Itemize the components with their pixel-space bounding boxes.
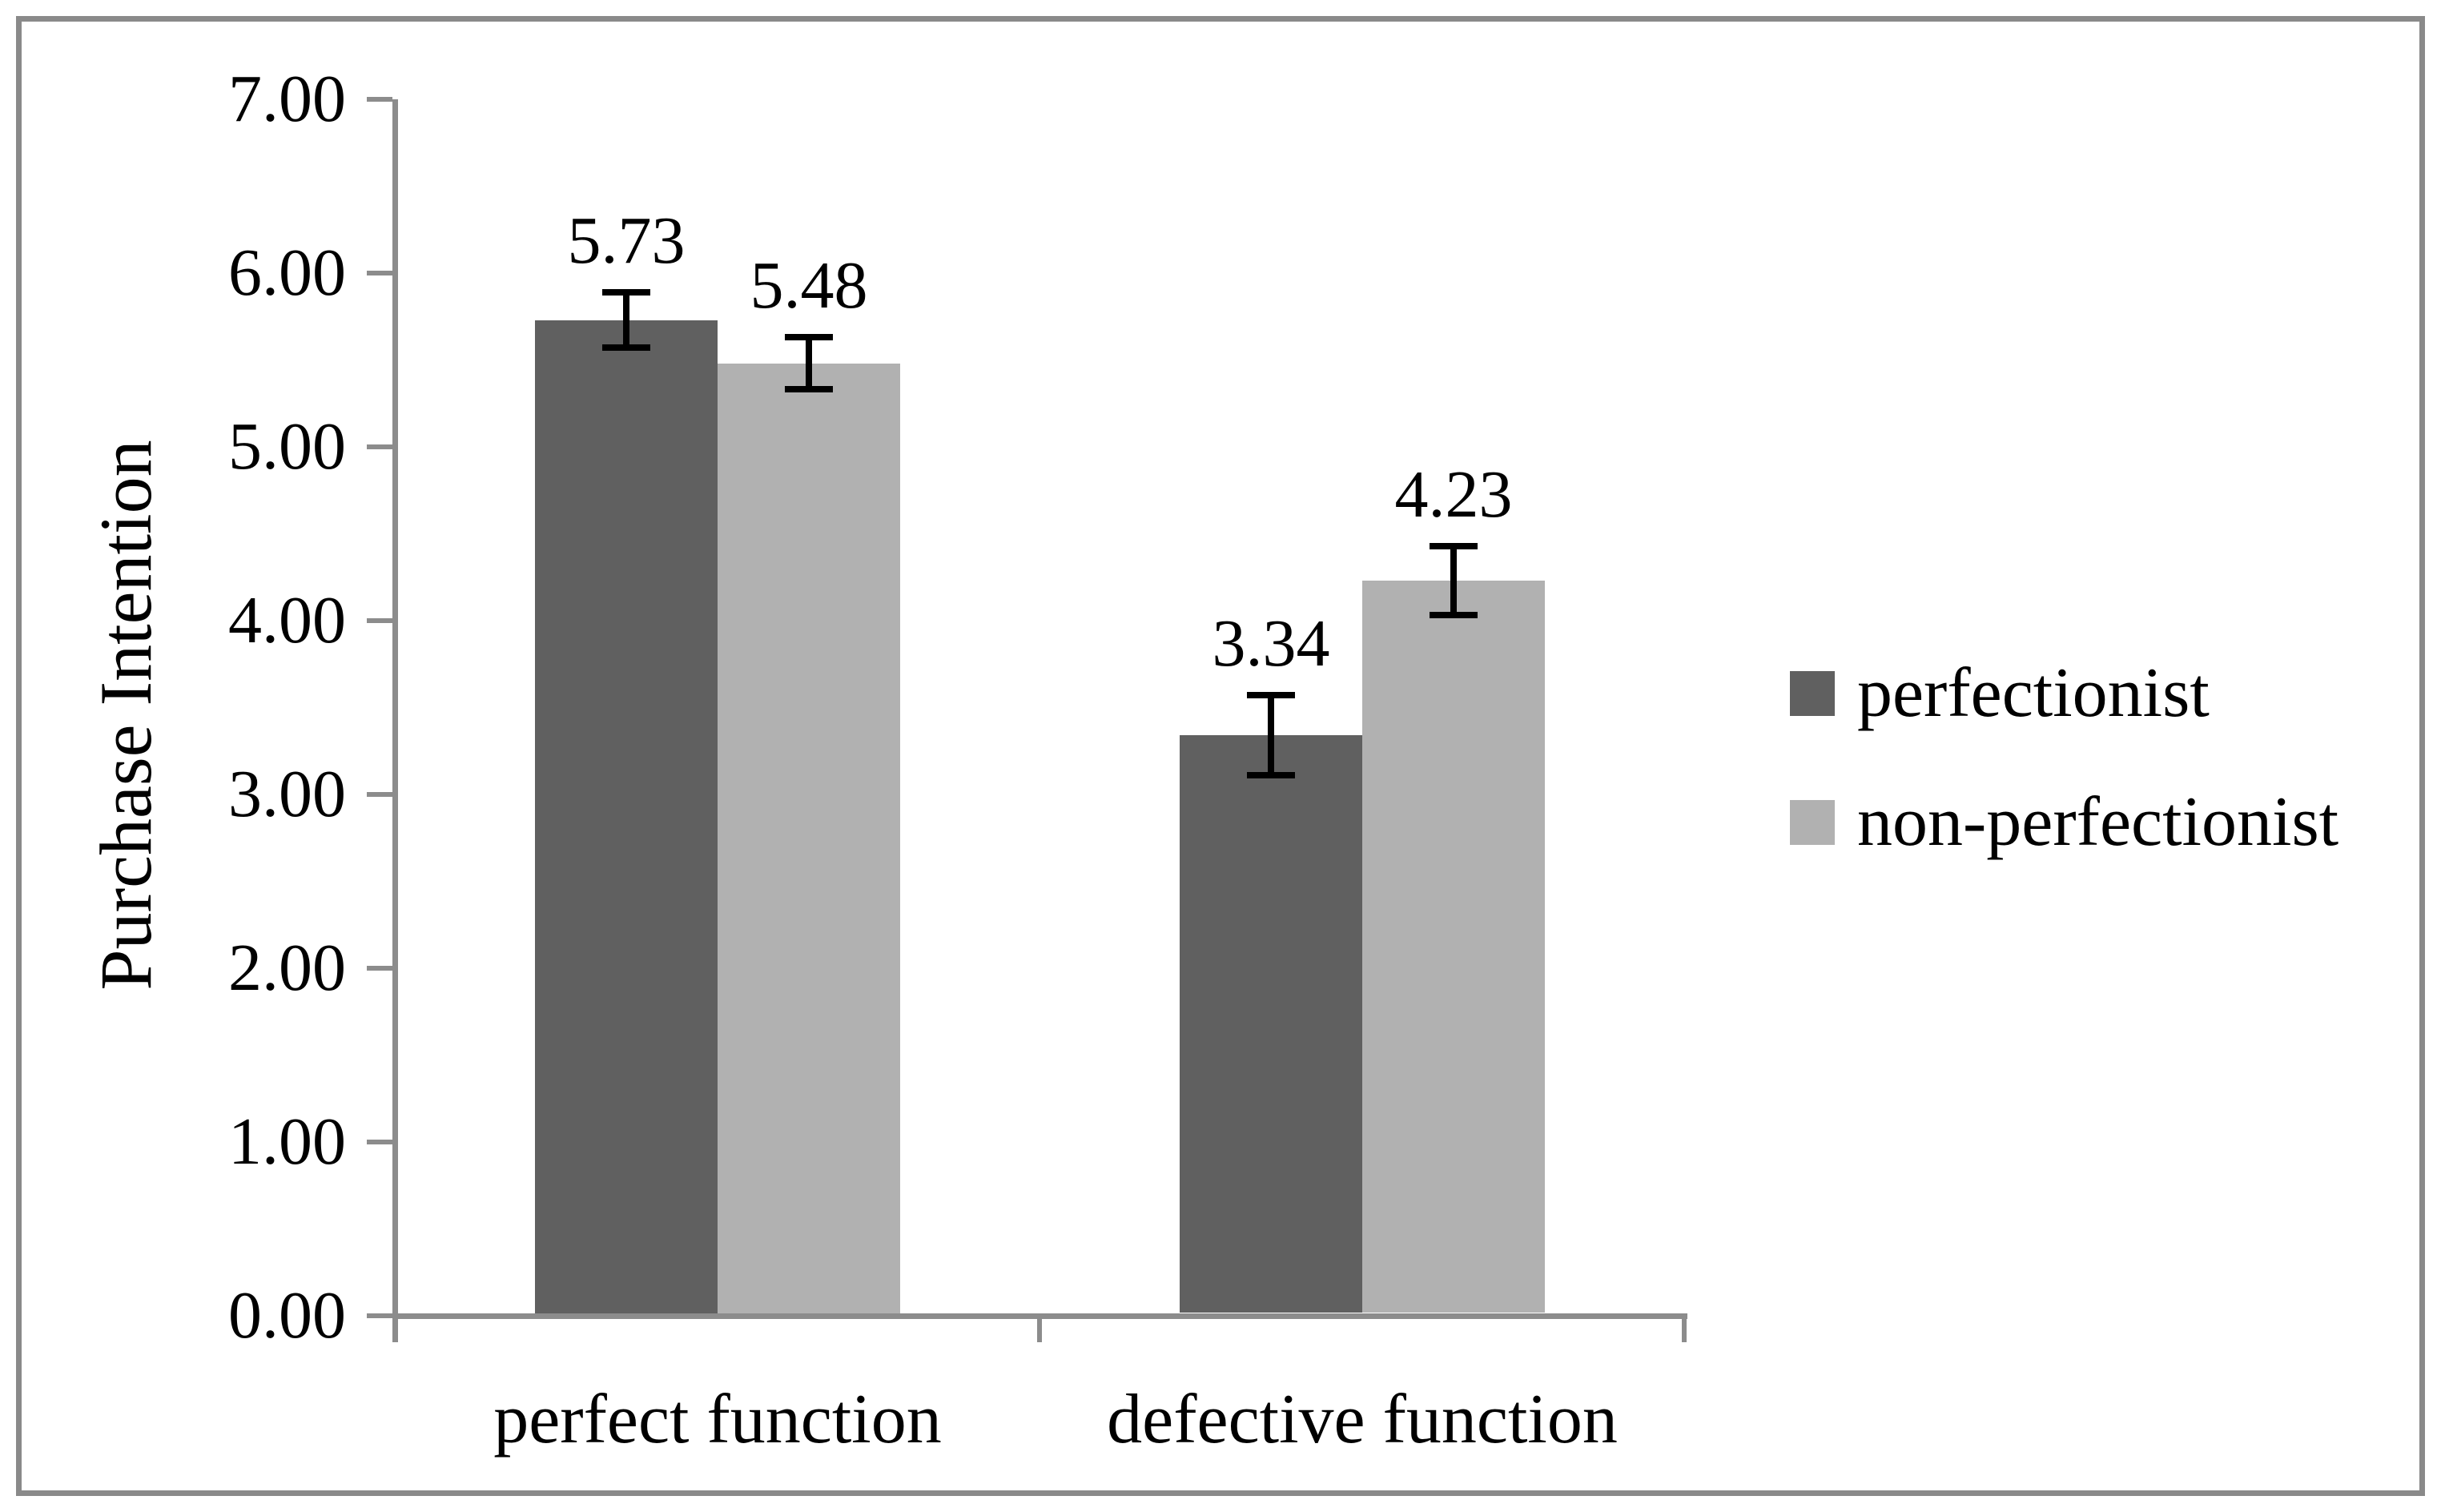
y-tick xyxy=(367,1313,392,1318)
y-axis-line xyxy=(392,99,398,1342)
error-bar-cap xyxy=(602,344,650,351)
y-tick xyxy=(367,792,392,797)
y-tick-label: 5.00 xyxy=(228,409,346,484)
bar-perfectionist-perfect xyxy=(535,320,718,1313)
error-bar-line xyxy=(623,292,629,348)
y-tick xyxy=(367,444,392,449)
y-tick xyxy=(367,271,392,275)
y-tick xyxy=(367,1140,392,1144)
y-tick-label: 0.00 xyxy=(228,1278,346,1353)
value-label: 5.73 xyxy=(567,203,686,278)
y-tick-label: 6.00 xyxy=(228,235,346,310)
error-bar-cap xyxy=(602,289,650,296)
value-label: 4.23 xyxy=(1394,457,1513,532)
y-tick-label: 4.00 xyxy=(228,583,346,657)
error-bar-cap xyxy=(1247,692,1295,698)
y-tick-label: 1.00 xyxy=(228,1104,346,1179)
error-bar-cap xyxy=(785,386,833,392)
y-tick-label: 3.00 xyxy=(228,757,346,831)
y-tick xyxy=(367,97,392,102)
bar-non-perfectionist-perfect xyxy=(718,364,900,1313)
y-tick-label: 2.00 xyxy=(228,931,346,1005)
bar-perfectionist-defective xyxy=(1180,735,1362,1313)
error-bar-cap xyxy=(785,334,833,340)
y-tick xyxy=(367,618,392,623)
error-bar-line xyxy=(806,337,812,389)
x-tick xyxy=(1037,1316,1042,1342)
error-bar-line xyxy=(1268,695,1274,775)
category-label: perfect function xyxy=(493,1381,942,1458)
figure-border xyxy=(16,16,2425,1496)
value-label: 3.34 xyxy=(1212,606,1330,681)
error-bar-cap xyxy=(1430,543,1478,549)
error-bar-line xyxy=(1450,546,1457,616)
error-bar-cap xyxy=(1430,612,1478,618)
value-label: 5.48 xyxy=(750,248,868,323)
x-tick xyxy=(1682,1316,1687,1342)
category-label: defective function xyxy=(1107,1381,1618,1458)
error-bar-cap xyxy=(1247,772,1295,778)
y-tick xyxy=(367,966,392,971)
bar-non-perfectionist-defective xyxy=(1362,581,1545,1313)
y-tick-label: 7.00 xyxy=(228,62,346,136)
